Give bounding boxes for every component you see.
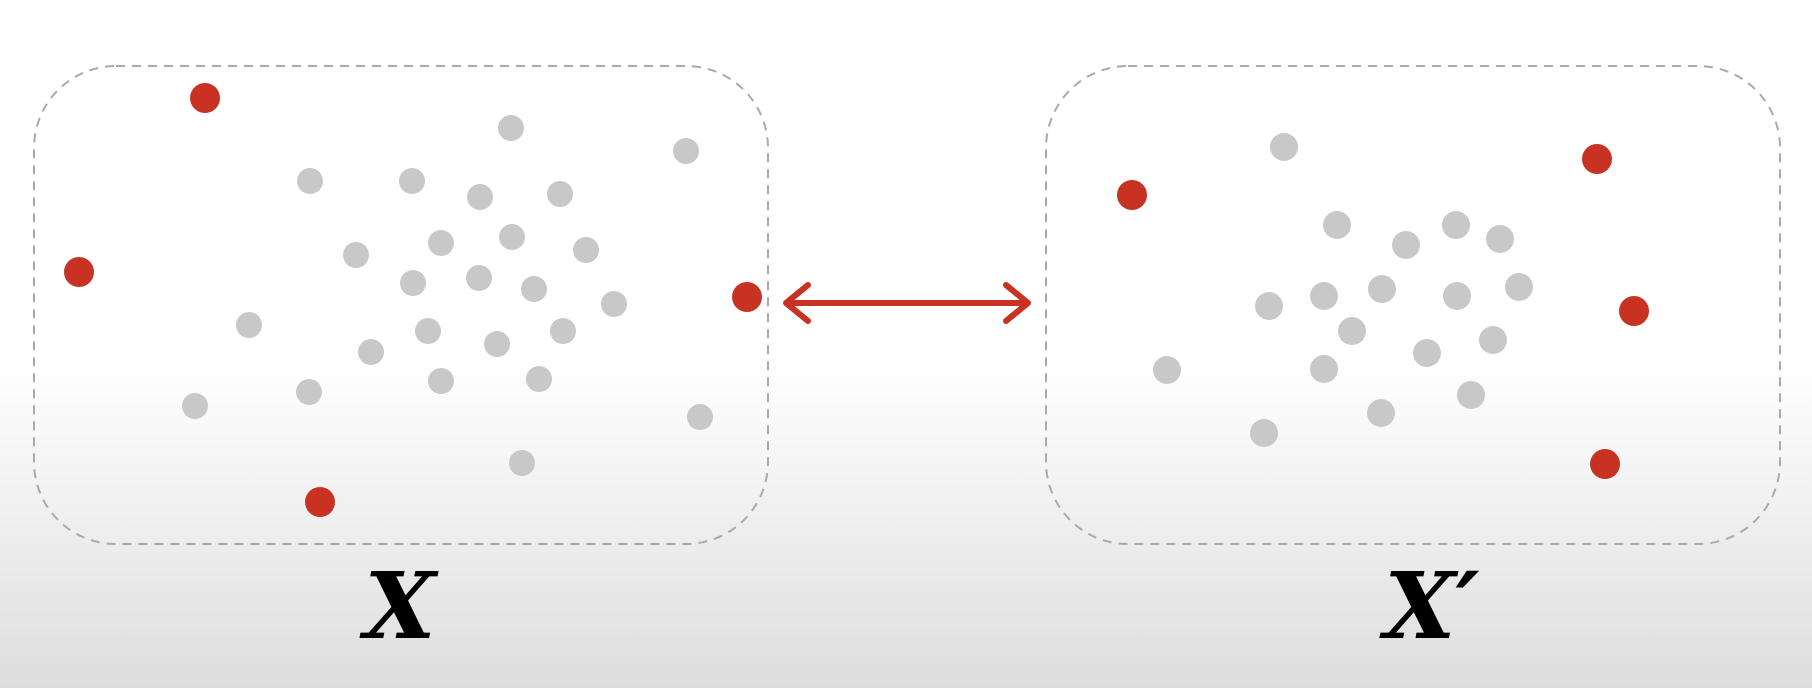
inlier-point xyxy=(509,450,535,476)
inlier-point xyxy=(1505,273,1533,301)
set-x-label: X xyxy=(364,560,435,652)
inlier-point xyxy=(601,291,627,317)
inlier-point xyxy=(1323,211,1351,239)
outlier-point xyxy=(1117,180,1147,210)
inlier-point xyxy=(1479,326,1507,354)
inlier-point xyxy=(1250,419,1278,447)
set-xprime-label: X′ xyxy=(1384,560,1480,652)
inlier-point xyxy=(1486,225,1514,253)
inlier-point xyxy=(415,318,441,344)
inlier-point xyxy=(358,339,384,365)
correspondence-arrow xyxy=(786,285,1028,321)
inlier-point xyxy=(1392,231,1420,259)
inlier-point xyxy=(400,270,426,296)
inlier-point xyxy=(466,265,492,291)
inlier-point xyxy=(499,224,525,250)
set-xprime-container xyxy=(1046,66,1780,544)
inlier-point xyxy=(428,230,454,256)
outlier-point xyxy=(1590,449,1620,479)
inlier-point xyxy=(547,181,573,207)
inlier-point xyxy=(673,138,699,164)
inlier-point xyxy=(687,404,713,430)
inlier-point xyxy=(1310,355,1338,383)
inlier-point xyxy=(467,184,493,210)
outlier-point xyxy=(190,83,220,113)
inlier-point xyxy=(399,168,425,194)
inlier-point xyxy=(1153,356,1181,384)
inlier-point xyxy=(428,368,454,394)
outlier-point xyxy=(1619,296,1649,326)
inlier-point xyxy=(343,242,369,268)
inlier-point xyxy=(1255,292,1283,320)
outlier-point xyxy=(305,487,335,517)
outlier-point xyxy=(732,282,762,312)
inlier-point xyxy=(1457,381,1485,409)
inlier-point xyxy=(296,379,322,405)
inlier-point xyxy=(1443,282,1471,310)
inlier-point xyxy=(297,168,323,194)
inlier-point xyxy=(182,393,208,419)
inlier-point xyxy=(484,331,510,357)
inlier-point xyxy=(1413,339,1441,367)
inlier-point xyxy=(573,237,599,263)
inlier-point xyxy=(1338,317,1366,345)
set-xprime-group xyxy=(1046,66,1780,544)
inlier-point xyxy=(1270,133,1298,161)
inlier-point xyxy=(1442,211,1470,239)
outlier-point xyxy=(64,257,94,287)
inlier-point xyxy=(1367,399,1395,427)
inlier-point xyxy=(498,115,524,141)
inlier-point xyxy=(236,312,262,338)
set-x-container xyxy=(34,66,768,544)
set-x-group xyxy=(34,66,768,544)
inlier-point xyxy=(1310,282,1338,310)
inlier-point xyxy=(1368,275,1396,303)
inlier-point xyxy=(526,366,552,392)
inlier-point xyxy=(550,318,576,344)
outlier-point xyxy=(1582,144,1612,174)
inlier-point xyxy=(521,276,547,302)
